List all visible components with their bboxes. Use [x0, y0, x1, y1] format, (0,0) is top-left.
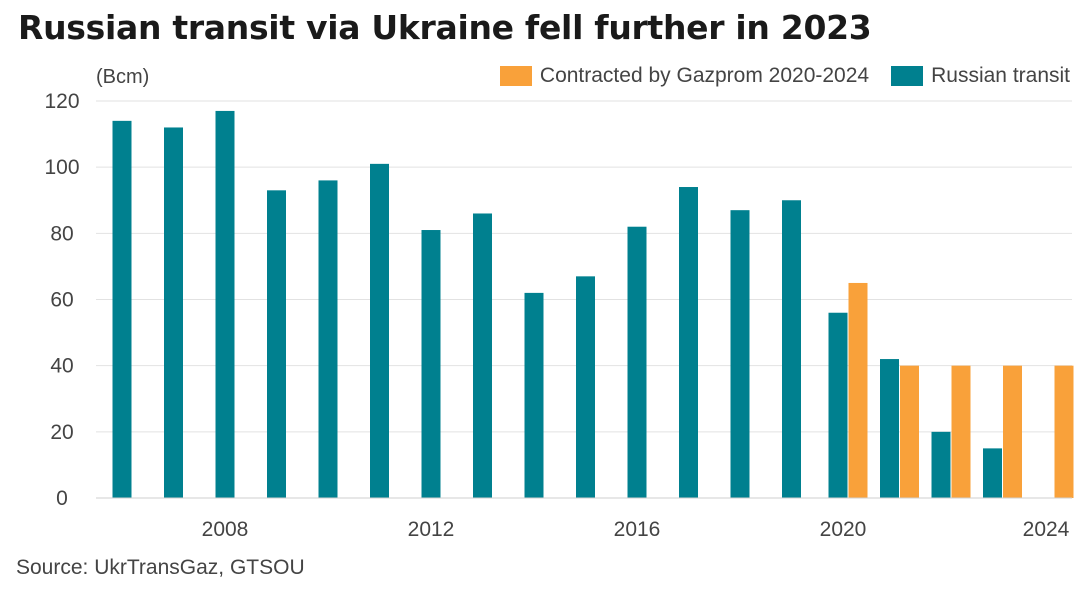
legend-item-contracted: Contracted by Gazprom 2020-2024	[499, 64, 870, 88]
x-tick-label: 2008	[202, 518, 249, 541]
source-note: Source: UkrTransGaz, GTSOU	[16, 556, 305, 579]
bar-contracted-2022	[951, 365, 971, 498]
legend-item-transit: Russian transit	[891, 64, 1070, 88]
bar-transit-2008	[215, 110, 235, 499]
bar-contracted-2023	[1003, 365, 1022, 498]
bar-contracted-2024	[1054, 365, 1074, 498]
y-tick-label: 20	[50, 421, 73, 444]
bar-contracted-2020	[848, 282, 868, 498]
bar-transit-2009	[267, 190, 286, 498]
legend-swatch-transit	[891, 66, 924, 86]
bar-transit-2013	[473, 213, 492, 498]
y-tick-label: 60	[50, 289, 73, 312]
x-tick-label: 2020	[820, 518, 867, 541]
y-tick-label: 80	[50, 222, 73, 245]
bar-transit-2016	[627, 226, 647, 498]
bar-transit-2015	[576, 276, 595, 498]
bar-transit-2011	[370, 163, 389, 498]
legend-swatch-contracted	[499, 66, 532, 86]
bar-transit-2007	[164, 127, 183, 498]
bar-transit-2019	[782, 200, 801, 498]
y-tick-label: 40	[50, 355, 73, 378]
bar-transit-2018	[730, 210, 750, 499]
bar-transit-2022	[931, 431, 951, 498]
y-tick-label: 100	[44, 156, 79, 179]
y-tick-label: 120	[44, 90, 79, 113]
legend-label-transit: Russian transit	[931, 64, 1070, 87]
bar-transit-2017	[679, 187, 698, 498]
bar-transit-2023	[983, 448, 1002, 498]
bars	[112, 110, 1074, 499]
bar-transit-2020	[828, 312, 848, 498]
x-tick-label: 2016	[614, 518, 661, 541]
bar-transit-2006	[112, 120, 132, 498]
y-axis-ticks: 0 20 40 60 80 100 120	[44, 90, 79, 510]
x-tick-label: 2012	[408, 518, 455, 541]
chart-title: Russian transit via Ukraine fell further…	[18, 8, 872, 47]
y-unit-label: (Bcm)	[96, 66, 150, 88]
bar-transit-2014	[524, 292, 544, 498]
x-tick-label: 2024	[1023, 518, 1070, 541]
bar-transit-2021	[880, 359, 899, 498]
x-axis-ticks: 2008 2012 2016 2020 2024	[202, 518, 1070, 541]
legend-label-contracted: Contracted by Gazprom 2020-2024	[539, 64, 870, 87]
bar-transit-2010	[318, 180, 338, 498]
y-tick-label: 0	[56, 487, 68, 510]
bar-contracted-2021	[900, 365, 919, 498]
legend: Contracted by Gazprom 2020-2024 Russian …	[478, 64, 1070, 88]
bar-transit-2012	[421, 230, 441, 498]
